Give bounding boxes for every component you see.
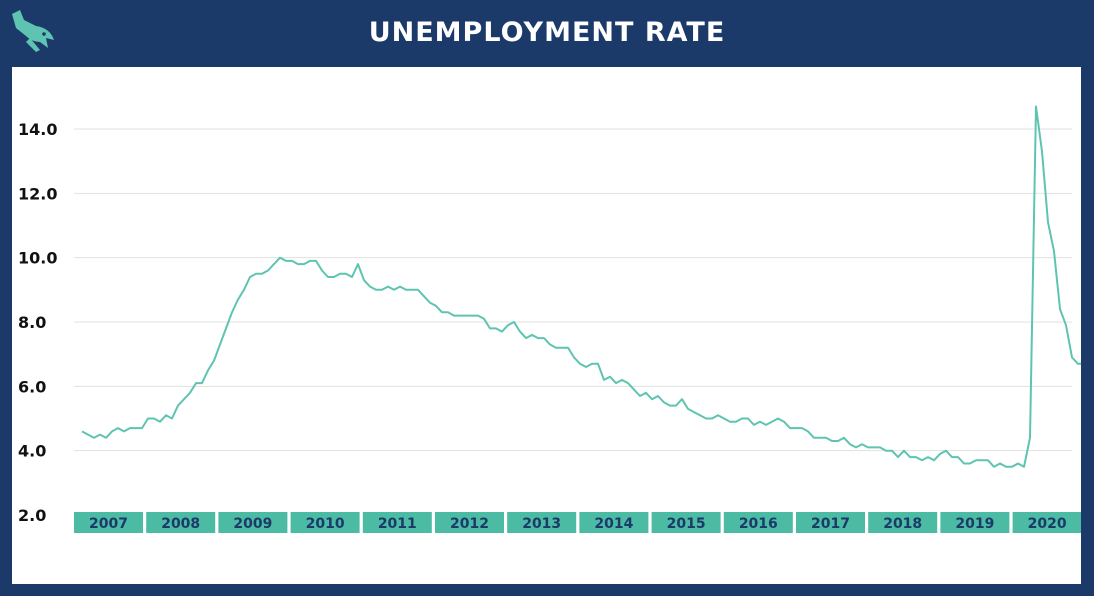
y-tick-label: 2.0	[18, 506, 46, 525]
y-tick-label: 8.0	[18, 313, 46, 332]
x-tick-label: 2012	[450, 516, 489, 532]
y-tick-label: 4.0	[18, 442, 46, 461]
dolphin-icon	[12, 10, 54, 52]
year-band	[362, 512, 432, 533]
year-bands: 2007 2008 2009 2010 2011 2012 2013 2014 2015 2016…	[74, 512, 1081, 533]
x-tick-label: 2016	[739, 516, 778, 532]
x-tick-label: 2010	[306, 516, 345, 532]
year-band	[218, 512, 288, 533]
x-tick-label: 2018	[883, 516, 922, 532]
year-band	[290, 512, 360, 533]
x-tick-label: 2009	[233, 516, 272, 532]
y-tick-label: 6.0	[18, 377, 46, 396]
y-axis-ticks: 2.0 4.0 6.0 8.0 10.0 12.0 14.0	[18, 120, 57, 525]
year-band	[435, 512, 504, 533]
y-tick-label: 14.0	[18, 120, 57, 139]
year-band	[868, 512, 938, 533]
year-band	[507, 512, 577, 533]
year-band	[723, 512, 793, 533]
x-tick-label: 2015	[667, 516, 706, 532]
year-band	[579, 512, 649, 533]
gridlines	[74, 128, 1072, 452]
y-tick-label: 10.0	[18, 249, 57, 268]
year-band	[940, 512, 1010, 533]
x-tick-label: 2020	[1028, 516, 1067, 532]
x-tick-label: 2019	[955, 516, 994, 532]
year-band	[146, 512, 216, 533]
x-tick-label: 2017	[811, 516, 850, 532]
x-tick-label: 2008	[161, 516, 200, 532]
chart-panel: 2.0 4.0 6.0 8.0 10.0 12.0 14.0 2007 2008 2009 201…	[12, 67, 1081, 584]
year-band	[1012, 512, 1081, 533]
x-tick-label: 2013	[522, 516, 561, 532]
unemployment-line-chart: 2.0 4.0 6.0 8.0 10.0 12.0 14.0 2007 2008 2009 201…	[18, 105, 1081, 533]
x-tick-label: 2007	[89, 516, 128, 532]
year-band	[796, 512, 865, 533]
x-tick-label: 2011	[378, 516, 417, 532]
header-bar: UNEMPLOYMENT RATE	[0, 0, 1094, 67]
year-band	[651, 512, 721, 533]
chart-title: UNEMPLOYMENT RATE	[368, 17, 726, 48]
series-line-layer	[81, 105, 1081, 468]
year-band	[74, 512, 143, 533]
y-tick-label: 12.0	[18, 184, 57, 203]
x-tick-label: 2014	[594, 516, 633, 532]
unemployment-rate-line	[81, 105, 1081, 468]
